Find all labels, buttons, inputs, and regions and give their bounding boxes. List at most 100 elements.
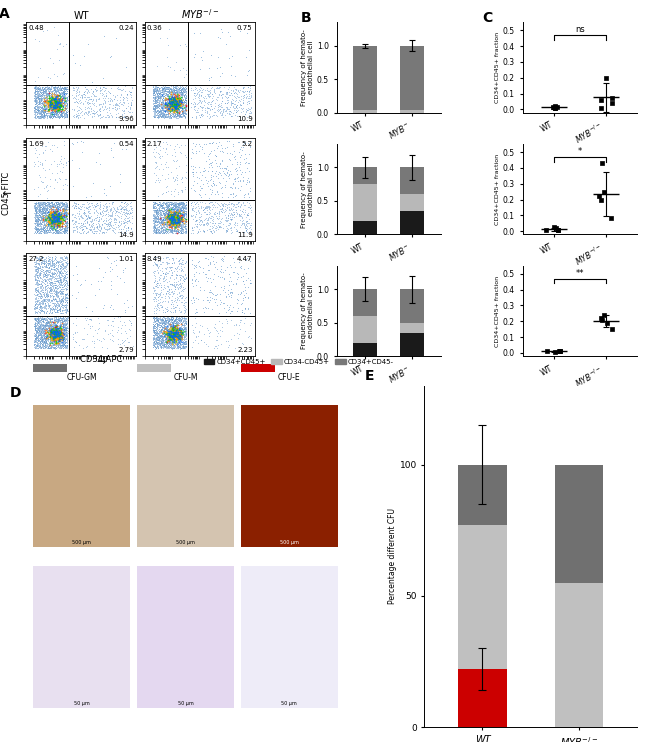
Point [57, 209, 68, 221]
Point [157, 221, 167, 233]
Point [34, 90, 44, 102]
Point [31, 85, 41, 97]
Point [156, 341, 166, 353]
Point [49, 81, 59, 93]
Point [174, 282, 185, 294]
Point [149, 295, 159, 306]
Point [57, 81, 67, 93]
Point [30, 260, 40, 272]
Point [149, 109, 159, 121]
Point [30, 292, 40, 304]
Point [53, 292, 64, 303]
Point [175, 332, 185, 344]
Point [76, 217, 86, 229]
Point [170, 98, 180, 110]
Point [39, 337, 49, 349]
Point [174, 95, 184, 107]
Point [171, 105, 181, 117]
Point [172, 338, 183, 349]
Point [238, 85, 248, 97]
Point [120, 263, 130, 275]
Point [51, 335, 61, 347]
Point [49, 279, 60, 291]
Point [205, 294, 216, 306]
Point [214, 207, 224, 219]
Point [60, 260, 70, 272]
Point [151, 95, 161, 107]
Point [216, 321, 227, 332]
Point [229, 99, 239, 111]
Point [165, 337, 176, 349]
Point [46, 332, 57, 344]
Point [44, 220, 55, 232]
Point [40, 275, 50, 287]
Point [236, 180, 246, 192]
Point [44, 252, 54, 264]
Point [160, 197, 170, 209]
Point [51, 92, 62, 104]
Point [59, 318, 70, 329]
Point [221, 211, 231, 223]
Point [46, 88, 57, 100]
Point [57, 86, 68, 98]
Point [173, 209, 183, 221]
Point [173, 102, 183, 114]
Point [37, 216, 47, 228]
Point [151, 225, 161, 237]
Point [214, 212, 224, 224]
Point [172, 225, 183, 237]
Point [55, 223, 65, 235]
Point [59, 275, 70, 286]
Point [171, 219, 181, 231]
Point [113, 99, 124, 111]
Point [201, 211, 211, 223]
Point [36, 101, 46, 113]
Point [151, 329, 161, 341]
Point [60, 326, 71, 338]
Point [173, 338, 183, 349]
Point [165, 96, 176, 108]
Point [181, 85, 191, 96]
Point [157, 100, 168, 112]
Point [172, 209, 183, 220]
Point [162, 328, 172, 340]
Point [111, 206, 122, 218]
Point [51, 329, 62, 341]
Point [204, 197, 214, 209]
Point [39, 321, 49, 333]
Point [176, 332, 186, 344]
Point [203, 223, 214, 235]
Point [168, 205, 179, 217]
Point [49, 260, 59, 272]
Point [32, 313, 42, 325]
Point [51, 332, 62, 344]
Point [174, 314, 185, 326]
Point [176, 318, 186, 329]
Point [167, 203, 177, 215]
Point [79, 209, 90, 220]
Point [155, 102, 166, 114]
Point [40, 297, 51, 309]
Point [53, 289, 63, 301]
Point [164, 214, 175, 226]
Point [46, 262, 56, 274]
Point [180, 220, 190, 232]
Point [62, 110, 73, 122]
Point [47, 313, 57, 325]
Point [171, 322, 181, 334]
Point [42, 95, 53, 107]
Point [54, 304, 64, 316]
Point [180, 103, 190, 115]
Point [229, 104, 239, 116]
Point [234, 226, 244, 238]
Point [203, 206, 214, 217]
Point [53, 219, 64, 231]
Point [38, 88, 48, 99]
Point [106, 257, 116, 269]
Point [178, 315, 188, 327]
Point [174, 206, 185, 218]
Point [157, 217, 168, 229]
Point [35, 341, 46, 353]
Point [41, 219, 51, 231]
Point [32, 212, 42, 224]
